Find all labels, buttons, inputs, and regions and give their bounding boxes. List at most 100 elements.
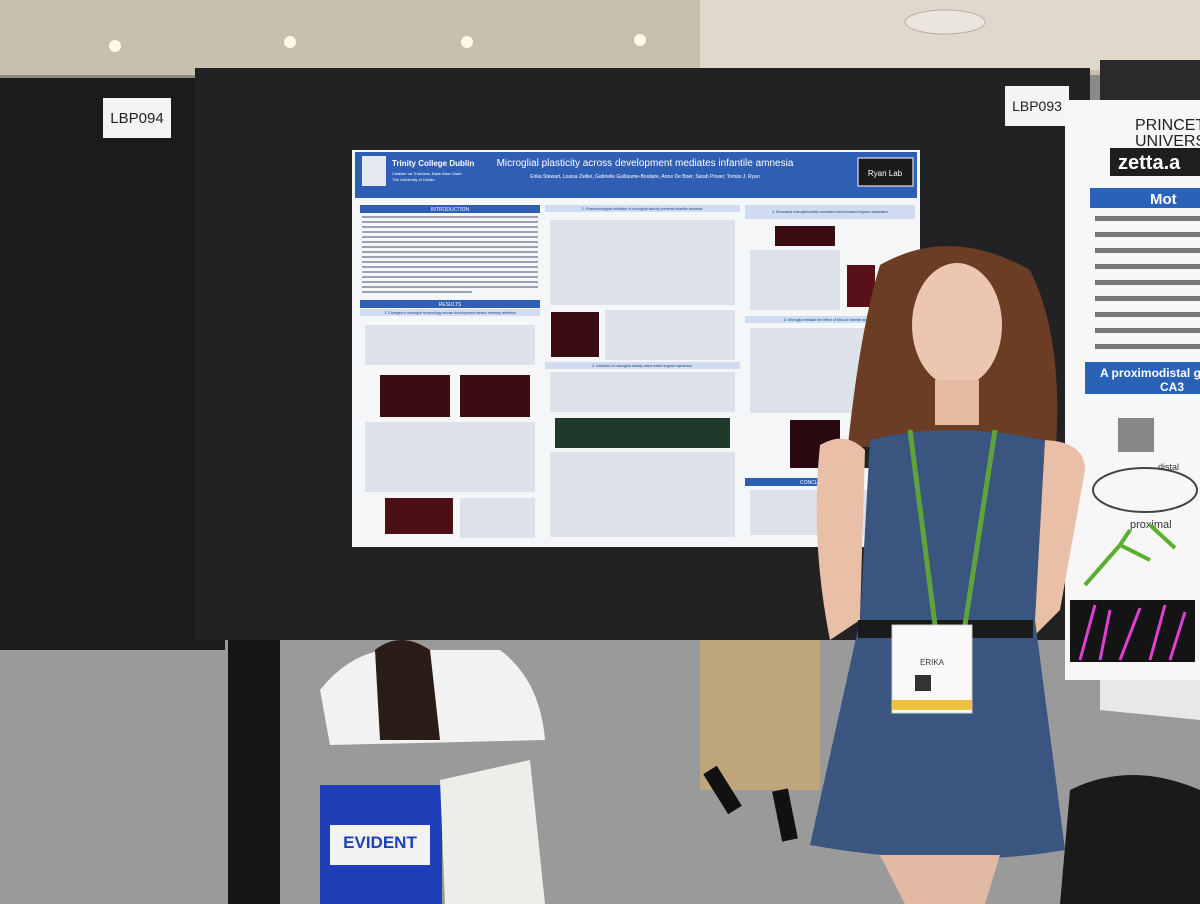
shape: [847, 265, 875, 307]
light: [634, 34, 646, 46]
shape: [1095, 248, 1200, 253]
subsection-heading: 2. Pharmacological inhibition of microgl…: [582, 207, 703, 211]
subheading-line2: CA3: [1160, 380, 1184, 394]
crest: [362, 156, 386, 186]
institution-irish: Coláiste na Tríonóide, Baile Átha Cliath: [392, 171, 462, 176]
left-arm: [816, 438, 865, 640]
neuron-traces: [1078, 604, 1187, 661]
subheading-bar: [1085, 362, 1200, 394]
background-skirt: [1100, 680, 1200, 720]
white-bag: [440, 760, 545, 904]
subsection-heading: 3. Inhibition of microglial activity alt…: [592, 364, 692, 368]
light: [284, 36, 296, 48]
shape: [362, 246, 538, 248]
light: [461, 36, 473, 48]
shape: [362, 251, 538, 253]
poster-authors: Erika Stewart, Louisa Zielke, Gabrielle …: [530, 174, 760, 180]
shape: [362, 291, 472, 293]
shape: [380, 375, 450, 417]
heading: Mot: [1150, 191, 1177, 208]
subsection-bar: [745, 205, 915, 219]
micrographs: [380, 226, 875, 534]
institution-sub: The University of Dublin: [392, 177, 434, 182]
face: [912, 263, 1002, 387]
shape: [555, 418, 730, 448]
shape: [362, 286, 538, 288]
shape: [1095, 296, 1200, 301]
lanyard: [907, 429, 998, 626]
shape: [460, 375, 530, 417]
badge-stripe: [892, 700, 972, 710]
shape: [1095, 280, 1200, 285]
subsection-heading: 4. Decreased microglial activity correla…: [772, 210, 888, 214]
shape: [460, 498, 535, 538]
light: [109, 40, 121, 52]
shape: [1095, 232, 1200, 237]
section-heading: CONCL: [800, 480, 818, 486]
sponsor-box: [1110, 148, 1200, 176]
sponsor: zetta.a: [1118, 152, 1181, 174]
background-shoes: [703, 765, 798, 842]
board-top-right: [1100, 60, 1200, 105]
board-leg: [228, 640, 280, 904]
diagram-label: distal: [1158, 462, 1179, 472]
institution: Trinity College Dublin: [392, 159, 474, 168]
shape: [1095, 216, 1200, 221]
university-line2: UNIVERS: [1135, 133, 1200, 150]
board-left: [0, 78, 225, 650]
shape: [550, 220, 735, 305]
poster-header: [355, 152, 917, 198]
blue-bag-label: [330, 825, 430, 865]
section-bar: [745, 478, 825, 486]
shape: [1095, 344, 1200, 349]
badge: [891, 624, 973, 714]
shape: [362, 226, 538, 228]
intro-text: [362, 216, 538, 293]
subsection-bar: [545, 205, 740, 212]
shape: [365, 422, 535, 492]
section-bar: [360, 205, 540, 213]
shape: [775, 226, 835, 246]
background-person: [700, 640, 820, 790]
subsection-bar: [745, 316, 915, 323]
body-text: [1095, 216, 1200, 349]
shape: [605, 310, 735, 360]
board-label-text: LBP094: [110, 110, 163, 127]
section-heading: INTRODUCTION: [431, 207, 470, 213]
shape: [550, 452, 735, 537]
shape: [365, 325, 535, 365]
shape: [385, 498, 453, 534]
badge-qr: [915, 675, 931, 691]
shape: [362, 281, 538, 283]
diagram-cube: [1118, 418, 1154, 452]
board-label-text: LBP093: [1012, 98, 1062, 114]
shape: [1095, 328, 1200, 333]
right-arm: [1030, 440, 1085, 640]
shape: [362, 231, 538, 233]
shape: [362, 261, 538, 263]
university: PRINCET: [1135, 117, 1200, 134]
subsection-heading: 1. Changes in microglia morphology acros…: [384, 311, 516, 315]
shape: [362, 256, 538, 258]
bag-brand: EVIDENT: [343, 833, 417, 852]
shape: [362, 266, 538, 268]
shape: [1095, 264, 1200, 269]
shape: [362, 276, 538, 278]
diagram-hippocampus: [1092, 467, 1198, 513]
lab-logo: [857, 157, 914, 187]
shape: [1095, 312, 1200, 317]
shape: [362, 271, 538, 273]
subsection-bar: [545, 362, 740, 369]
legs: [880, 855, 1000, 904]
shape: [362, 216, 538, 218]
black-bag: [1060, 775, 1200, 904]
shape: [550, 372, 735, 412]
shape: [750, 250, 840, 310]
subsection-bar: [360, 309, 540, 316]
neuron-drawing: [1083, 523, 1177, 587]
shape: [551, 312, 599, 357]
neck: [935, 380, 979, 425]
poster-title: Microglial plasticity across development…: [497, 158, 794, 169]
seated-person-hair: [375, 640, 440, 740]
